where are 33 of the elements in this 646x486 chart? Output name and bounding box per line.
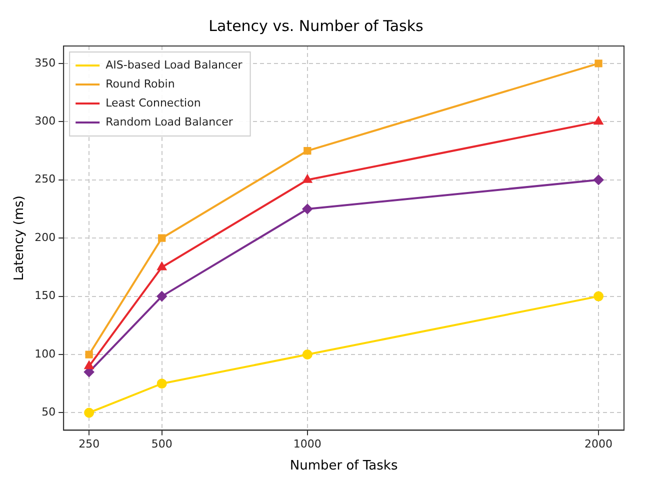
y-tick-label: 350 — [34, 56, 56, 70]
x-tick-label: 500 — [151, 438, 172, 451]
legend-label: AIS-based Load Balancer — [106, 58, 243, 72]
point — [84, 361, 94, 370]
point — [594, 174, 604, 185]
x-tick-label: 2000 — [584, 438, 613, 451]
point — [302, 350, 312, 360]
y-tick-label: 50 — [42, 406, 56, 419]
point — [302, 204, 312, 214]
point — [304, 146, 312, 155]
point — [156, 378, 167, 389]
point — [594, 60, 602, 68]
chart-title: Latency vs. Number of Tasks — [208, 16, 424, 35]
point — [594, 291, 604, 302]
y-tick-label: 250 — [34, 172, 56, 186]
legend-label: Random Load Balancer — [106, 115, 234, 128]
legend-label: Least Connection — [106, 96, 201, 110]
x-axis-title: Number of Tasks — [290, 458, 398, 474]
point — [158, 234, 166, 242]
point — [156, 291, 167, 302]
y-tick-label: 300 — [34, 114, 56, 128]
point — [85, 350, 93, 358]
point — [84, 408, 94, 418]
x-tick-label: 250 — [78, 438, 100, 451]
point — [302, 174, 312, 183]
y-tick-label: 150 — [34, 289, 56, 302]
point — [594, 116, 603, 125]
legend-label: Round Robin — [106, 77, 175, 90]
x-tick-label: 1000 — [293, 438, 322, 451]
y-tick-label: 100 — [34, 347, 56, 360]
y-axis-title: Latency (ms) — [12, 196, 28, 281]
point — [157, 262, 166, 270]
y-tick-label: 200 — [34, 230, 56, 244]
